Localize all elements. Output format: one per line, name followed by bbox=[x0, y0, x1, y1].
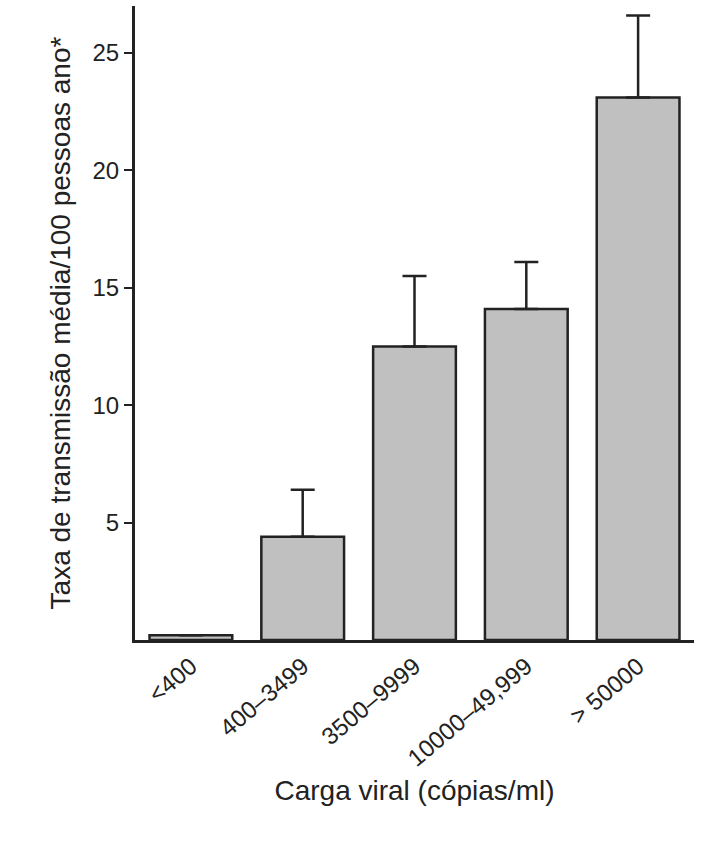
svg-text:400–3499: 400–3499 bbox=[214, 652, 313, 741]
svg-text:Carga viral (cópias/ml): Carga viral (cópias/ml) bbox=[274, 775, 554, 806]
svg-text:10: 10 bbox=[92, 392, 119, 419]
svg-text:10000–49,999: 10000–49,999 bbox=[402, 652, 537, 771]
svg-text:Taxa de transmissão média/100: Taxa de transmissão média/100 pessoas an… bbox=[45, 37, 76, 610]
svg-text:20: 20 bbox=[92, 157, 119, 184]
svg-text:> 50000: > 50000 bbox=[565, 652, 649, 729]
svg-text:3500–9999: 3500–9999 bbox=[316, 652, 425, 750]
svg-text:25: 25 bbox=[92, 39, 119, 66]
svg-text:15: 15 bbox=[92, 274, 119, 301]
svg-text:<400: <400 bbox=[143, 652, 202, 707]
svg-text:5: 5 bbox=[106, 509, 119, 536]
